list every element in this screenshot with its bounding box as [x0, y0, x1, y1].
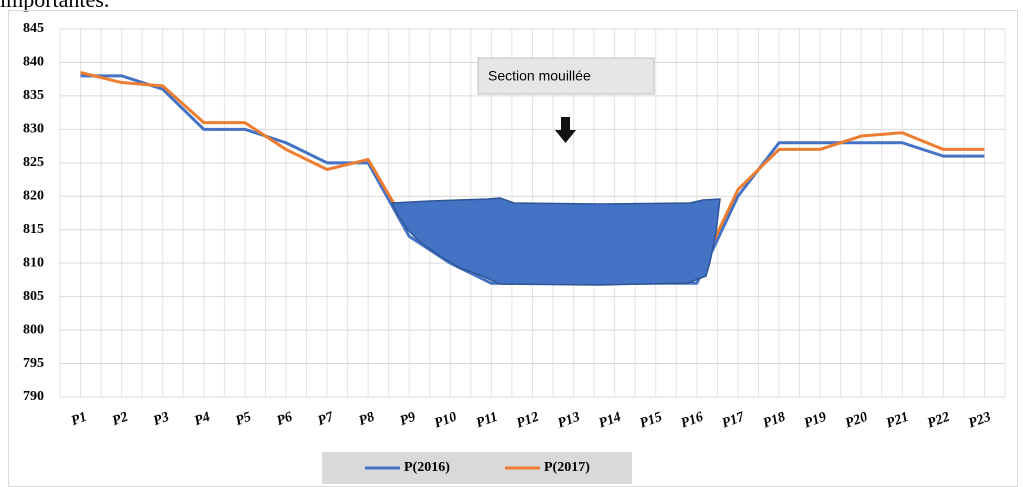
x-tick-label: P16 — [679, 410, 705, 432]
x-tick-label: P23 — [967, 410, 993, 432]
y-tick-label: 800 — [23, 322, 44, 337]
x-tick-label: P6 — [275, 410, 295, 429]
x-tick-label: P11 — [474, 410, 500, 432]
wet-section — [390, 197, 721, 286]
x-tick-label: P15 — [638, 410, 664, 432]
y-tick-label: 845 — [23, 21, 44, 36]
x-tick-label: P8 — [357, 410, 377, 429]
x-tick-label: P10 — [432, 410, 458, 432]
y-tick-label: 810 — [23, 255, 44, 270]
x-tick-label: P19 — [802, 410, 828, 432]
x-tick-label: P13 — [556, 410, 582, 432]
page-text: importantes. — [0, 0, 109, 12]
x-tick-label: P12 — [515, 410, 541, 432]
x-tick-label: P20 — [843, 410, 869, 432]
y-tick-label: 805 — [23, 289, 44, 304]
legend-label: P(2017) — [544, 460, 590, 475]
x-tick-label: P18 — [761, 410, 787, 432]
annotation-box — [477, 57, 655, 95]
x-tick-label: P7 — [316, 409, 337, 429]
x-tick-label: P17 — [720, 409, 747, 431]
y-tick-label: 795 — [23, 356, 44, 371]
x-tick-label: P21 — [884, 410, 910, 432]
y-tick-label: 840 — [23, 55, 44, 70]
x-tick-label: P1 — [69, 410, 89, 429]
x-tick-label: P2 — [110, 410, 130, 429]
annotation: Section mouillée — [488, 68, 591, 84]
y-tick-label: 790 — [23, 389, 44, 404]
x-tick-label: P22 — [926, 410, 952, 432]
x-tick-label: P3 — [151, 410, 171, 429]
x-tick-label: P4 — [193, 410, 213, 429]
arrow — [555, 117, 576, 143]
x-tick-label: P14 — [597, 410, 623, 432]
x-tick-label: P9 — [398, 410, 418, 429]
y-tick-label: 820 — [23, 188, 44, 203]
y-tick-label: 835 — [23, 88, 44, 103]
y-tick-label: 830 — [23, 122, 44, 137]
legend-label: P(2016) — [404, 460, 450, 475]
x-tick-label: P5 — [234, 410, 254, 429]
legend: P(2016) P(2017) — [365, 460, 590, 475]
y-tick-label: 825 — [23, 155, 44, 170]
y-tick-label: 815 — [23, 222, 44, 237]
